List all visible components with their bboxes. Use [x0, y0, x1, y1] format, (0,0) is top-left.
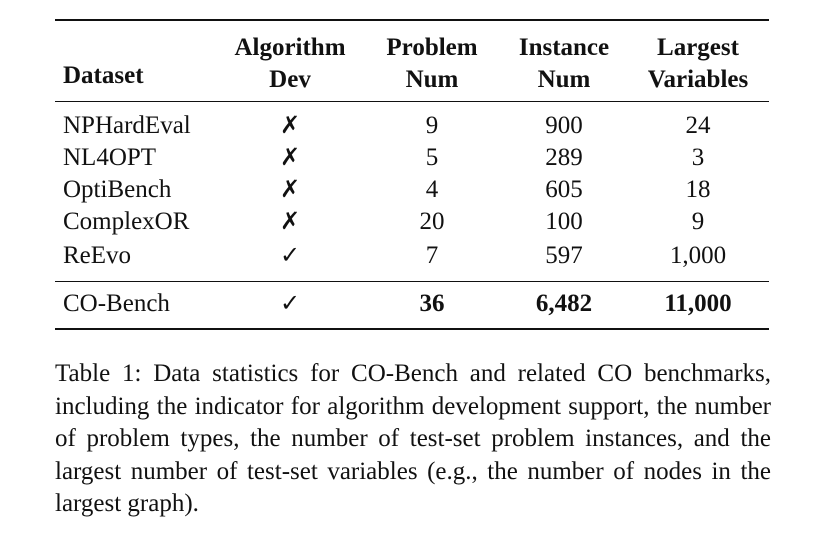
- cell-largest-variables: 24: [685, 112, 711, 139]
- cell-instance-num: 597: [545, 242, 583, 269]
- header-instance-line2: Num: [537, 66, 591, 93]
- cell-largest-variables: 3: [691, 144, 705, 171]
- table-bottom-rule: [55, 328, 769, 330]
- cell-algorithm-dev: ✗: [279, 207, 301, 235]
- header-instance-line1: Instance: [518, 34, 610, 61]
- cell-instance-num: 100: [545, 208, 583, 235]
- header-algorithm-line1: Algorithm: [234, 34, 346, 61]
- cell-instance-num: 605: [545, 176, 583, 203]
- cell-problem-num: 20: [419, 208, 445, 235]
- table-header-row: Dataset: [55, 43, 769, 89]
- cell-dataset: OptiBench: [63, 176, 172, 203]
- cell-dataset: CO-Bench: [63, 290, 170, 317]
- cell-problem-num: 5: [425, 144, 439, 171]
- table-header-rule: [55, 101, 769, 102]
- cell-largest-variables: 1,000: [669, 242, 727, 269]
- header-largest-line2: Variables: [647, 66, 749, 93]
- cell-algorithm-dev: ✓: [279, 289, 301, 317]
- cell-dataset: NL4OPT: [63, 144, 157, 171]
- header-problem-line2: Num: [405, 66, 459, 93]
- cell-problem-num: 9: [425, 112, 439, 139]
- table-mid-rule: [55, 281, 769, 282]
- cell-dataset: ComplexOR: [63, 208, 190, 235]
- cell-instance-num: 900: [545, 112, 583, 139]
- header-largest-line1: Largest: [657, 34, 739, 61]
- cell-problem-num: 36: [419, 290, 445, 317]
- cell-algorithm-dev: ✓: [279, 241, 301, 269]
- header-algorithm-line2: Dev: [269, 66, 311, 93]
- cell-algorithm-dev: ✗: [279, 111, 301, 139]
- cell-instance-num: 6,482: [535, 290, 593, 317]
- cell-algorithm-dev: ✗: [279, 175, 301, 203]
- cell-dataset: NPHardEval: [63, 112, 191, 139]
- cell-instance-num: 289: [545, 144, 583, 171]
- cell-problem-num: 7: [425, 242, 439, 269]
- cell-problem-num: 4: [425, 176, 439, 203]
- table-top-rule: [55, 19, 769, 21]
- cell-largest-variables: 18: [685, 176, 711, 203]
- header-problem-line1: Problem: [386, 34, 478, 61]
- table-caption: Table 1: Data statistics for CO-Bench an…: [55, 360, 771, 517]
- header-dataset: Dataset: [63, 62, 144, 89]
- cell-algorithm-dev: ✗: [279, 143, 301, 171]
- cell-dataset: ReEvo: [63, 242, 132, 269]
- cell-largest-variables: 9: [691, 208, 705, 235]
- cell-largest-variables: 11,000: [664, 290, 732, 317]
